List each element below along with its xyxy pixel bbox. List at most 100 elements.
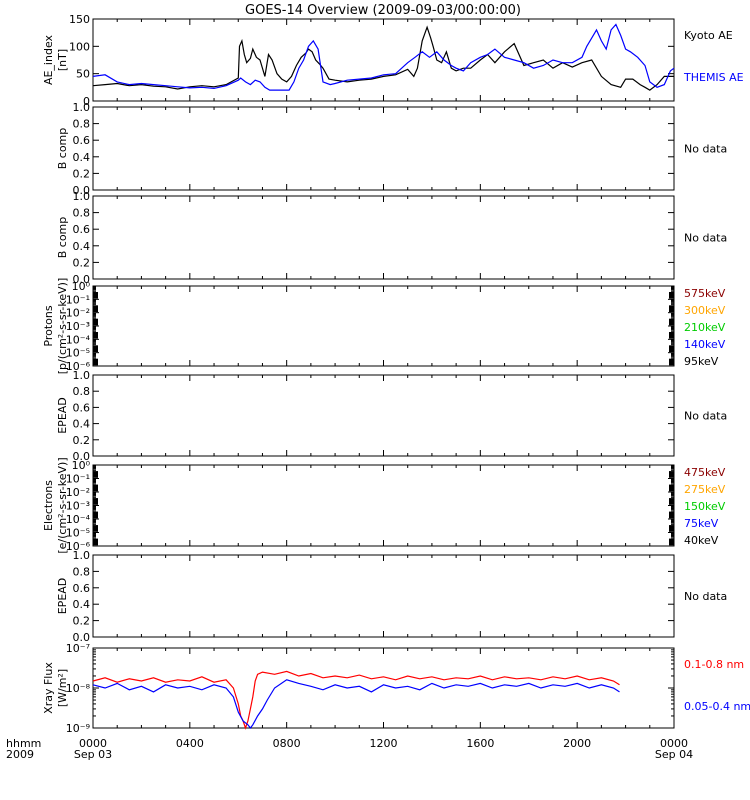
y-tick-cluster xyxy=(669,345,674,352)
panel-b1: 0.0 0.2 0.4 0.6 0.8 1.0 B comp No data xyxy=(56,101,727,197)
y-tick-label: 0.0 xyxy=(73,631,91,644)
y-tick-cluster xyxy=(669,538,674,546)
legend-entry: 575keV xyxy=(684,287,726,300)
time-tick-label: 1600 xyxy=(466,737,494,750)
y-tick-label: 10⁻⁹ xyxy=(66,722,90,735)
y-tick-cluster xyxy=(669,484,674,492)
y-tick-cluster xyxy=(93,358,98,366)
date-label: Sep 04 xyxy=(655,748,693,761)
y-tick-label: 10⁻⁶ xyxy=(66,360,91,373)
y-tick-cluster xyxy=(93,305,98,312)
y-tick-cluster xyxy=(93,511,98,519)
y-tick-cluster xyxy=(669,471,674,478)
legend-entry: 0.05-0.4 nm xyxy=(684,700,750,713)
y-axis-label: Xray Flux xyxy=(42,662,55,714)
y-tick-cluster xyxy=(93,525,98,532)
y-tick-label: 0.2 xyxy=(73,167,91,180)
time-tick-label: 0400 xyxy=(176,737,204,750)
y-axis-label: [W/m²] xyxy=(56,669,69,707)
y-tick-label: 10⁻⁷ xyxy=(66,642,90,655)
y-tick-label: 0.6 xyxy=(73,582,91,595)
y-axis-label: Protons xyxy=(42,305,55,346)
y-tick-label: 10⁻⁶ xyxy=(66,540,91,553)
y-tick-label: 0.2 xyxy=(73,256,91,269)
y-tick-label: 0.8 xyxy=(73,565,91,578)
y-tick-label: 1.0 xyxy=(73,190,91,203)
y-tick-label: 0.8 xyxy=(73,207,91,220)
legend-entry: 300keV xyxy=(684,304,726,317)
time-axis-year-label: 2009 xyxy=(6,748,34,761)
legend-entry: 140keV xyxy=(684,338,726,351)
legend-entry: 275keV xyxy=(684,483,726,496)
y-tick-cluster xyxy=(669,358,674,366)
series-line-0-1-0-8-nm xyxy=(92,670,620,730)
panel-stack: 0 50 100 150 AE_index [nT] Kyoto AE THEMIS AE 0.… xyxy=(42,13,750,735)
panel-epead1: 0.0 0.2 0.4 0.6 0.8 1.0 EPEAD No data xyxy=(56,369,727,463)
date-label: Sep 03 xyxy=(74,748,112,761)
panel-b2: 0.0 0.2 0.4 0.6 0.8 1.0 B comp No data xyxy=(56,190,727,286)
y-tick-label: 10⁰ xyxy=(72,280,91,293)
y-axis-label: B comp xyxy=(56,217,69,259)
legend-entry: 150keV xyxy=(684,500,726,513)
y-tick-cluster xyxy=(669,332,674,339)
y-tick-label: 10⁻² xyxy=(66,486,90,499)
no-data-label: No data xyxy=(684,143,727,156)
series-line-0-05-0-4-nm xyxy=(92,679,620,729)
y-tick-label: 10⁻⁴ xyxy=(66,333,91,346)
legend-entry: 95keV xyxy=(684,355,719,368)
panel-frame xyxy=(92,195,675,280)
y-tick-label: 50 xyxy=(76,68,90,81)
series-line-themis-ae xyxy=(92,23,675,91)
time-tick-label: 0000 xyxy=(660,737,688,750)
y-tick-cluster xyxy=(669,292,674,299)
y-axis-label: AE_index xyxy=(42,34,55,85)
time-tick-label: 1200 xyxy=(370,737,398,750)
series-line-kyoto-ae xyxy=(92,25,674,91)
y-tick-label: 0.4 xyxy=(73,598,91,611)
y-axis-label: [nT] xyxy=(56,49,69,71)
y-tick-label: 0.6 xyxy=(73,223,91,236)
y-tick-label: 0 xyxy=(83,95,90,108)
panel-frame xyxy=(92,554,675,638)
y-axis-label: Electrons xyxy=(42,480,55,531)
y-axis-label: [p/(cm²-s-sr-keV)] xyxy=(56,278,69,375)
panel-frame xyxy=(92,106,675,191)
y-tick-label: 1.0 xyxy=(73,101,91,114)
y-tick-label: 0.0 xyxy=(73,184,91,197)
y-tick-label: 0.0 xyxy=(73,450,91,463)
y-tick-label: 10⁻³ xyxy=(66,320,90,333)
y-tick-cluster xyxy=(669,305,674,312)
y-tick-cluster xyxy=(669,525,674,532)
time-tick-label: 2000 xyxy=(563,737,591,750)
y-tick-label: 0.4 xyxy=(73,418,91,431)
y-tick-cluster xyxy=(669,318,674,326)
y-tick-label: 0.6 xyxy=(73,401,91,414)
no-data-label: No data xyxy=(684,590,727,603)
y-tick-label: 0.4 xyxy=(73,151,91,164)
y-tick-label: 0.8 xyxy=(73,118,91,131)
no-data-label: No data xyxy=(684,232,727,245)
no-data-label: No data xyxy=(684,410,727,423)
y-tick-label: 1.0 xyxy=(73,369,91,382)
y-tick-cluster xyxy=(93,292,98,299)
legend-entry: 75keV xyxy=(684,517,719,530)
time-axis: hhmm 2009 0000 0400 0800 1200 1600 2000 0000Se… xyxy=(6,737,693,761)
y-tick-label: 10⁻² xyxy=(66,307,90,320)
y-tick-cluster xyxy=(669,511,674,519)
y-axis-label: EPEAD xyxy=(56,578,69,615)
y-tick-label: 10⁻¹ xyxy=(66,293,90,306)
y-tick-cluster xyxy=(93,318,98,326)
y-tick-label: 0.8 xyxy=(73,385,91,398)
legend-entry: 210keV xyxy=(684,321,726,334)
panel-xray: 10⁻⁷ 10⁻⁸ 10⁻⁹ Xray Flux [W/m²] 0.1-0.8 nm 0.0… xyxy=(42,642,750,735)
legend-entry: 0.1-0.8 nm xyxy=(684,658,744,671)
y-tick-label: 10⁰ xyxy=(72,459,91,472)
panel-frame xyxy=(92,464,675,547)
y-tick-label: 10⁻⁸ xyxy=(66,682,91,695)
y-tick-label: 10⁻⁴ xyxy=(66,513,91,526)
y-tick-label: 100 xyxy=(69,40,90,53)
y-tick-label: 1.0 xyxy=(73,549,91,562)
panel-frame xyxy=(92,285,675,367)
